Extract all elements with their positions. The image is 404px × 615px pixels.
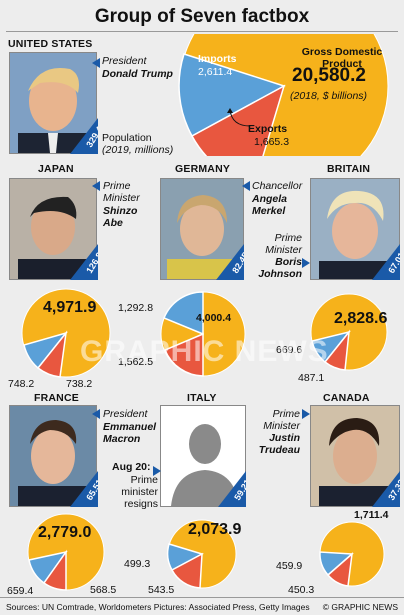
gdp-value-germany: 4,000.4 [196,312,232,324]
imports-value-japan: 748.2 [8,378,35,390]
footer-credit: © GRAPHIC NEWS [322,602,398,612]
gdp-value-canada: 1,711.4 [354,509,389,521]
population-note: (2019, millions) [102,144,174,156]
portrait-britain [310,178,400,280]
imports-value-germany: 1,292.8 [118,302,154,314]
title-divider [6,31,398,32]
population-badge-france: 65.51 [70,471,98,507]
exports-leader-line [227,108,251,127]
exports-value-usa: 1,665.3 [254,136,290,148]
portrait-italy-placeholder [160,405,246,507]
country-label-italy: ITALY [187,392,217,404]
gdp-pie-canada [318,520,394,590]
population-badge-germany: 82.45 [216,244,244,280]
population-badge-italy: 59.21 [218,471,246,507]
country-label-britain: BRITAIN [327,163,371,175]
pointer-icon [302,258,310,268]
role-germany: Chancellor [252,180,303,192]
leader-name-japan: Shinzo Abe [103,205,138,229]
footer-sources: Sources: UN Comtrade, Worldometers Pictu… [6,602,310,612]
gdp-value-italy: 2,073.9 [188,521,242,538]
pointer-icon [92,181,100,191]
country-label-usa: UNITED STATES [8,38,93,50]
pointer-icon [92,58,100,68]
pointer-icon [92,409,100,419]
gdp-pie-japan [16,288,126,390]
gdp-pie-germany [155,290,265,390]
imports-value-britain: 669.6 [276,344,303,356]
country-label-germany: GERMANY [175,163,231,175]
population-badge-japan: 126.81 [70,244,98,280]
gdp-label-usa: Gross Domestic Product [301,46,383,70]
imports-value-france: 659.4 [7,585,34,597]
portrait-france [9,405,97,507]
gdp-note-usa: (2018, $ billions) [290,90,368,102]
leader-name-canada: Justin Trudeau [258,432,300,456]
watermark: GRAPHIC NEWS [80,335,329,368]
country-label-canada: CANADA [323,392,370,404]
pointer-icon [302,409,310,419]
gdp-pie-france [26,512,116,594]
role-canada: Prime Minister [263,408,300,432]
imports-value-canada: 459.9 [276,560,303,572]
portrait-germany [160,178,244,280]
gdp-value-britain: 2,828.6 [334,310,388,327]
exports-value-germany: 1,562.5 [118,356,154,368]
role-japan: Prime Minister [103,180,140,204]
exports-label-usa: Exports [248,123,288,135]
page-title: Group of Seven factbox [94,6,310,27]
exports-value-italy: 543.5 [148,584,175,596]
italy-note: Prime minister resigns [121,474,158,510]
portrait-usa [9,52,97,154]
leader-name-germany: Angela Merkel [252,193,288,217]
gdp-value-france: 2,779.0 [38,524,92,541]
exports-value-britain: 487.1 [298,372,325,384]
gdp-pie-usa [176,26,404,156]
population-badge-canada: 37.32 [372,471,400,507]
portrait-japan [9,178,97,280]
exports-value-france: 568.5 [90,584,117,596]
country-label-japan: JAPAN [38,163,74,175]
exports-value-canada: 450.3 [288,584,315,596]
gdp-value-japan: 4,971.9 [43,299,97,316]
portrait-canada [310,405,400,507]
leader-name-britain: Boris Johnson [258,256,302,280]
leader-name-usa: Donald Trump [102,68,173,80]
role-usa: President [102,55,147,67]
imports-value-italy: 499.3 [124,558,151,570]
exports-value-japan: 738.2 [66,378,93,390]
pointer-icon [242,181,250,191]
imports-value-usa: 2,611.4 [198,66,233,78]
italy-note-date: Aug 20: [112,461,151,473]
gdp-pie-italy [166,518,246,592]
person-silhouette-icon [161,406,245,506]
population-label: Population [102,132,152,144]
population-badge-britain: 67.01 [372,244,400,280]
country-label-france: FRANCE [34,392,79,404]
footer: Sources: UN Comtrade, Worldometers Pictu… [0,597,404,615]
role-france: President [103,408,148,420]
leader-name-france: Emmanuel Macron [103,421,157,445]
role-britain: Prime Minister [265,232,302,256]
gdp-pie-britain [305,293,404,383]
imports-label-usa: Imports [198,53,237,65]
population-badge-usa: 329.41 [70,118,98,154]
gdp-value-usa: 20,580.2 [292,65,366,86]
